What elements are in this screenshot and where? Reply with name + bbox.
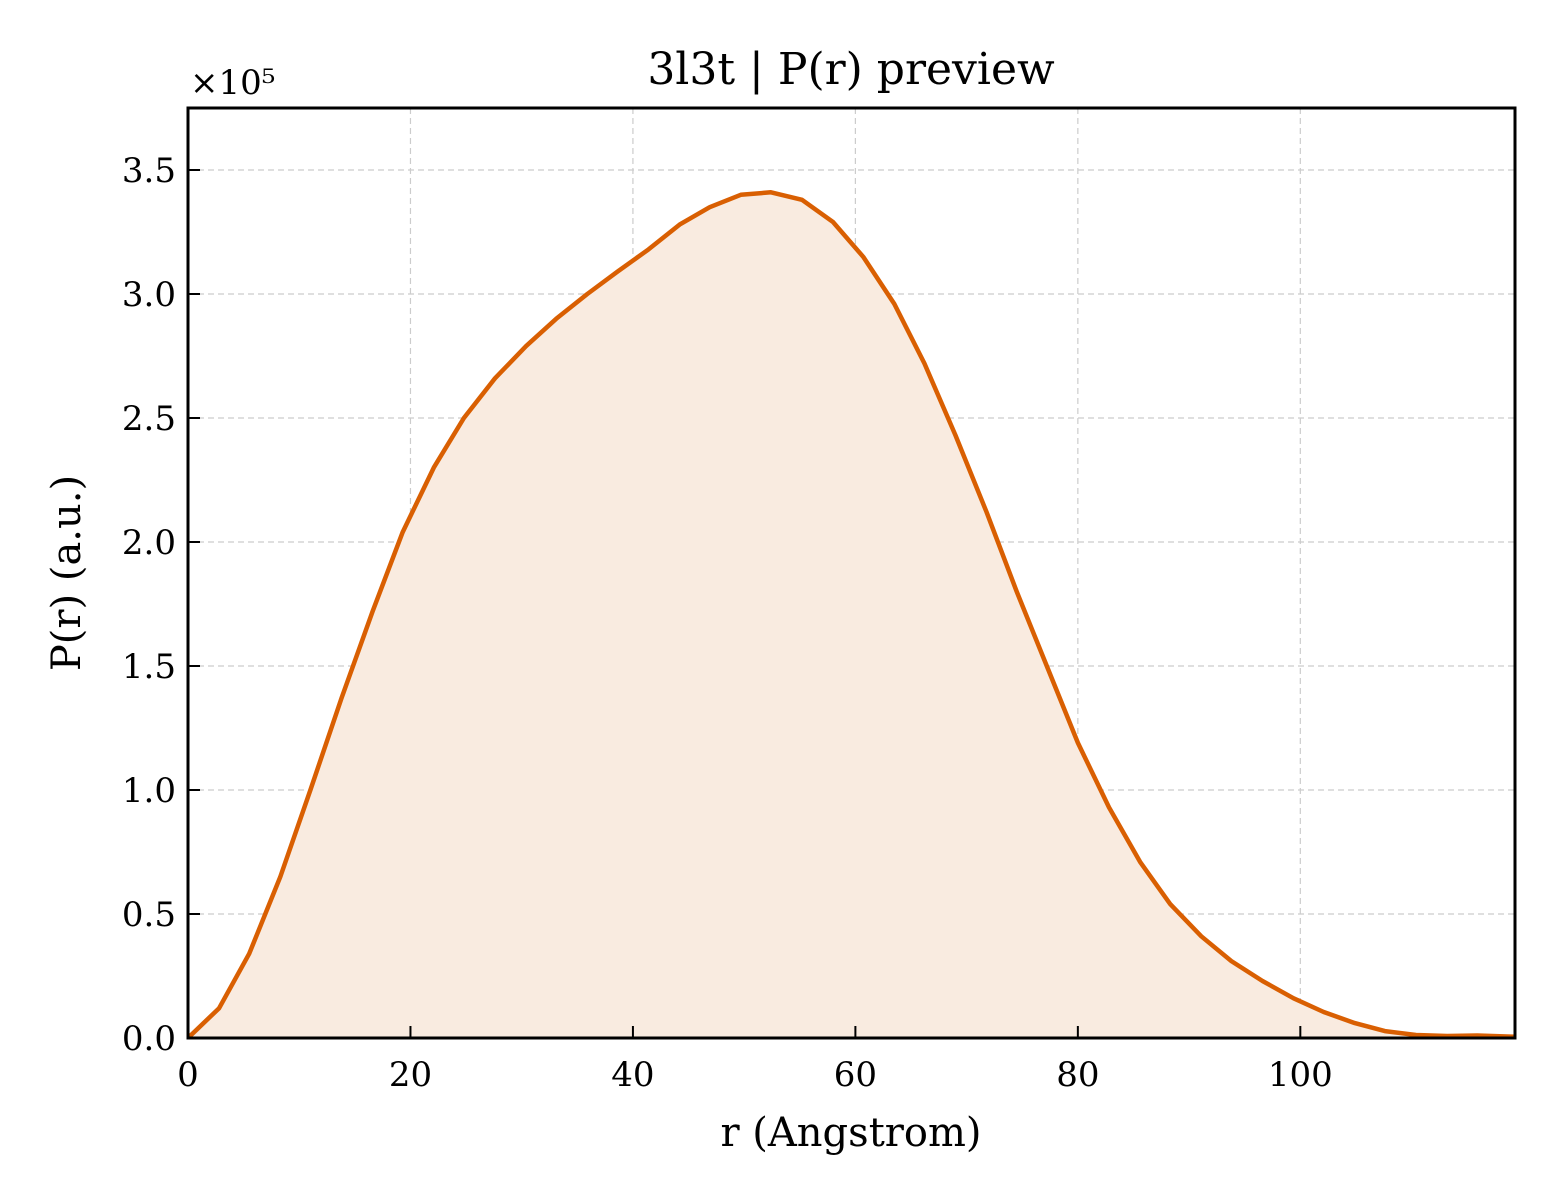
x-axis-label: r (Angstrom) (720, 1110, 981, 1156)
plot-frame (186, 106, 1517, 1040)
y-tick-label: 2.0 (122, 523, 176, 563)
x-tick-label: 60 (834, 1055, 877, 1095)
y-axis-label: P(r) (a.u.) (44, 475, 90, 671)
chart-title: 3l3t | P(r) preview (647, 44, 1055, 95)
series-area (188, 192, 1515, 1039)
x-tick-label: 20 (389, 1055, 432, 1095)
y-tick-label: 1.0 (122, 771, 176, 811)
y-tick-label: 1.5 (122, 647, 176, 687)
y-tick-labels: 0.0 0.5 1.0 1.5 2.0 2.5 3.0 3.5 (122, 151, 176, 1059)
y-tick-label: 0.5 (122, 895, 176, 935)
y-tick-label: 3.0 (122, 275, 176, 315)
series-line (186, 190, 1516, 1040)
y-tick-label: 3.5 (122, 151, 176, 191)
x-tick-label: 80 (1056, 1055, 1099, 1095)
x-tick-labels: 0 20 40 60 80 100 (177, 1055, 1333, 1095)
y-tick-label: 0.0 (122, 1019, 176, 1059)
y-tick-label: 2.5 (122, 399, 176, 439)
y-offset-label: ×10⁵ (190, 63, 275, 103)
x-tick-label: 100 (1268, 1055, 1333, 1095)
x-tick-label: 0 (177, 1055, 199, 1095)
x-tick-label: 40 (611, 1055, 654, 1095)
